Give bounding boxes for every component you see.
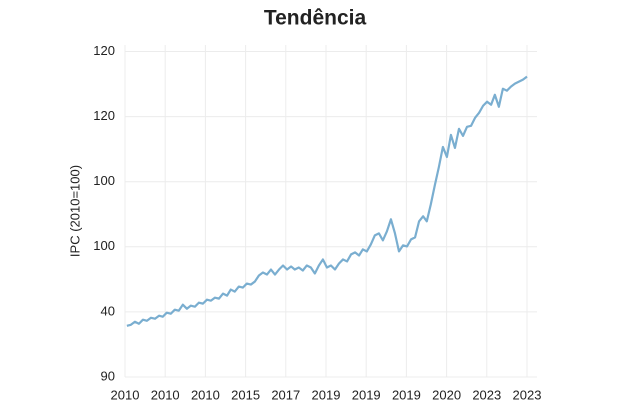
line-series: [126, 75, 528, 327]
x-tick-label: 2023: [513, 387, 542, 402]
x-tick-label: 2017: [271, 387, 300, 402]
x-tick-label: 2015: [231, 387, 260, 402]
y-tick-label: 120: [93, 43, 115, 58]
x-tick-label: 2010: [111, 387, 140, 402]
x-tick-label: 2019: [392, 387, 421, 402]
x-tick-label: 2019: [352, 387, 381, 402]
y-tick-label: 40: [101, 303, 115, 318]
chart-title: Tendência: [264, 7, 367, 30]
x-tick-label: 2023: [472, 387, 501, 402]
x-tick-label: 2019: [312, 387, 341, 402]
y-tick-label: 100: [93, 238, 115, 253]
y-axis-label: IPC (2010=100): [67, 165, 82, 257]
x-tick-label: 2020: [432, 387, 461, 402]
x-tick-label: 2010: [151, 387, 180, 402]
y-tick-label: 120: [93, 108, 115, 123]
y-tick-label: 100: [93, 173, 115, 188]
y-tick-label: 90: [101, 368, 115, 383]
x-tick-label: 2010: [191, 387, 220, 402]
